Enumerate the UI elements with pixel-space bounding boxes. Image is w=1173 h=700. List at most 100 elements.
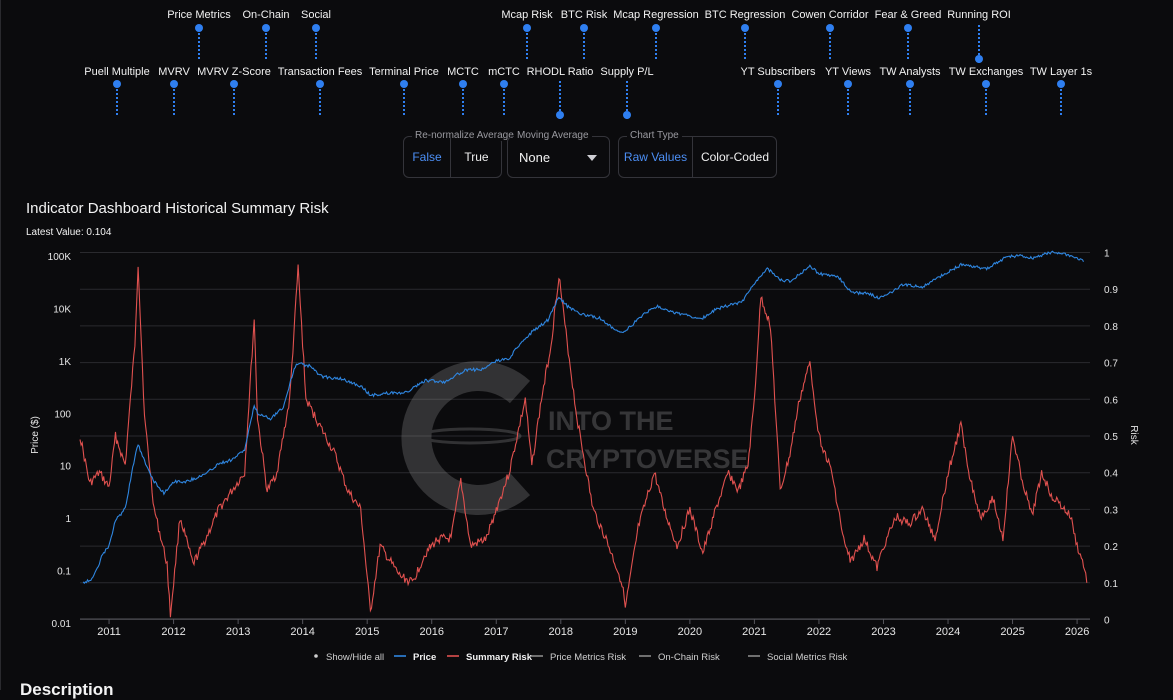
x-tick-label: 2021 bbox=[742, 626, 766, 638]
renormalize-false-option[interactable]: False bbox=[412, 150, 442, 164]
indicator-fear-greed-label[interactable]: Fear & Greed bbox=[874, 9, 942, 21]
indicator-yt-subscribers-slider-handle[interactable] bbox=[774, 80, 782, 88]
renormalize-true-option[interactable]: True bbox=[464, 150, 489, 164]
chart-type-control: Chart Type Raw Values Color-Coded bbox=[618, 130, 777, 178]
indicator-transaction-fees-slider-handle[interactable] bbox=[316, 80, 324, 88]
y-right-tick-label: 0.1 bbox=[1104, 579, 1118, 590]
indicator-on-chain-label[interactable]: On-Chain bbox=[242, 9, 290, 21]
indicator-social-slider-track[interactable] bbox=[315, 25, 317, 59]
indicator-transaction-fees-label[interactable]: Transaction Fees bbox=[277, 66, 363, 78]
indicator-tw-analysts-label[interactable]: TW Analysts bbox=[879, 66, 941, 78]
indicator-btc-regression-label[interactable]: BTC Regression bbox=[704, 9, 786, 21]
indicator-btc-regression-slider-track[interactable] bbox=[744, 25, 746, 59]
indicator-mctc-label[interactable]: mCTC bbox=[488, 66, 520, 78]
indicator-btc-risk-slider-track[interactable] bbox=[583, 25, 585, 59]
moving-average-select[interactable]: Moving Average None bbox=[507, 130, 610, 178]
indicator-mvrv-label[interactable]: MVRV bbox=[158, 66, 190, 78]
indicator-mvrv-slider-handle[interactable] bbox=[170, 80, 178, 88]
legend-item-show-hide-all[interactable]: Show/Hide all bbox=[326, 652, 384, 663]
indicator-puell-multiple-slider-handle[interactable] bbox=[113, 80, 121, 88]
indicator-social-label[interactable]: Social bbox=[301, 9, 331, 21]
indicator-supply-p-l-label[interactable]: Supply P/L bbox=[600, 66, 654, 78]
indicator-running-roi-slider-track[interactable] bbox=[978, 25, 980, 63]
y-left-tick-label: 100K bbox=[48, 252, 72, 263]
indicator-mctc-slider-track[interactable] bbox=[503, 81, 505, 115]
raw-values-option[interactable]: Raw Values bbox=[623, 150, 688, 164]
indicator-tw-exchanges-label[interactable]: TW Exchanges bbox=[948, 66, 1024, 78]
indicator-mctc-slider-handle[interactable] bbox=[459, 80, 467, 88]
indicator-puell-multiple-label[interactable]: Puell Multiple bbox=[84, 66, 150, 78]
indicator-mctc-label[interactable]: MCTC bbox=[447, 66, 479, 78]
indicator-yt-views-slider-track[interactable] bbox=[847, 81, 849, 115]
color-coded-option[interactable]: Color-Coded bbox=[700, 150, 770, 164]
indicator-rhodl-ratio-slider-handle[interactable] bbox=[556, 111, 564, 119]
indicator-btc-risk-slider-handle[interactable] bbox=[580, 24, 588, 32]
indicator-price-metrics-slider-track[interactable] bbox=[198, 25, 200, 59]
legend-item-social-metrics-risk[interactable]: Social Metrics Risk bbox=[767, 652, 847, 663]
risk-chart: INTO THECRYPTOVERSE0.010.11101001K10K100… bbox=[30, 249, 1139, 664]
indicator-mvrv-z-score-label[interactable]: MVRV Z-Score bbox=[197, 66, 271, 78]
chart-type-label: Chart Type bbox=[627, 130, 682, 141]
indicator-mcap-risk-slider-track[interactable] bbox=[526, 25, 528, 59]
indicator-yt-subscribers-label[interactable]: YT Subscribers bbox=[740, 66, 816, 78]
indicator-mcap-risk-label[interactable]: Mcap Risk bbox=[501, 9, 553, 21]
indicator-mvrv-z-score-slider-handle[interactable] bbox=[230, 80, 238, 88]
indicator-yt-views-label[interactable]: YT Views bbox=[824, 66, 872, 78]
indicator-tw-layer-1s-label[interactable]: TW Layer 1s bbox=[1029, 66, 1093, 78]
indicator-btc-risk-label[interactable]: BTC Risk bbox=[560, 9, 608, 21]
legend-item-price[interactable]: Price bbox=[413, 652, 436, 663]
indicator-yt-subscribers-slider-track[interactable] bbox=[777, 81, 779, 115]
indicator-mcap-regression-slider-handle[interactable] bbox=[652, 24, 660, 32]
watermark-logo: INTO THE CRYPTOVERSE bbox=[401, 361, 749, 515]
y-right-axis-title: Risk bbox=[1128, 425, 1139, 445]
indicator-rhodl-ratio-slider-track[interactable] bbox=[559, 81, 561, 119]
indicator-tw-exchanges-slider-track[interactable] bbox=[985, 81, 987, 115]
indicator-puell-multiple-slider-track[interactable] bbox=[116, 81, 118, 115]
y-left-tick-label: 10 bbox=[60, 462, 72, 473]
indicator-mcap-regression-label[interactable]: Mcap Regression bbox=[613, 9, 699, 21]
indicator-btc-regression-slider-handle[interactable] bbox=[741, 24, 749, 32]
indicator-terminal-price-label[interactable]: Terminal Price bbox=[369, 66, 439, 78]
indicator-rhodl-ratio-label[interactable]: RHODL Ratio bbox=[526, 66, 594, 78]
indicator-supply-p-l-slider-track[interactable] bbox=[626, 81, 628, 119]
indicator-transaction-fees-slider-track[interactable] bbox=[319, 81, 321, 115]
indicator-cowen-corridor-slider-track[interactable] bbox=[829, 25, 831, 59]
moving-average-value: None bbox=[519, 150, 551, 165]
indicator-mcap-risk-slider-handle[interactable] bbox=[523, 24, 531, 32]
indicator-yt-views-slider-handle[interactable] bbox=[844, 80, 852, 88]
legend-item-price-metrics-risk[interactable]: Price Metrics Risk bbox=[550, 652, 626, 663]
indicator-mvrv-slider-track[interactable] bbox=[173, 81, 175, 115]
indicator-mcap-regression-slider-track[interactable] bbox=[655, 25, 657, 59]
indicator-tw-analysts-slider-track[interactable] bbox=[909, 81, 911, 115]
indicator-supply-p-l-slider-handle[interactable] bbox=[623, 111, 631, 119]
indicator-tw-analysts-slider-handle[interactable] bbox=[906, 80, 914, 88]
watermark-line1: INTO THE bbox=[548, 406, 674, 436]
indicator-tw-layer-1s-slider-handle[interactable] bbox=[1057, 80, 1065, 88]
x-tick-label: 2026 bbox=[1065, 626, 1089, 638]
indicator-price-metrics-slider-handle[interactable] bbox=[195, 24, 203, 32]
indicator-price-metrics-label[interactable]: Price Metrics bbox=[167, 9, 231, 21]
indicator-tw-exchanges-slider-handle[interactable] bbox=[982, 80, 990, 88]
x-tick-label: 2024 bbox=[936, 626, 960, 638]
indicator-cowen-corridor-slider-handle[interactable] bbox=[826, 24, 834, 32]
indicator-tw-layer-1s-slider-track[interactable] bbox=[1060, 81, 1062, 115]
indicator-social-slider-handle[interactable] bbox=[312, 24, 320, 32]
indicator-terminal-price-slider-handle[interactable] bbox=[400, 80, 408, 88]
indicator-mctc-slider-handle[interactable] bbox=[500, 80, 508, 88]
indicator-terminal-price-slider-track[interactable] bbox=[403, 81, 405, 115]
indicator-running-roi-slider-handle[interactable] bbox=[975, 55, 983, 63]
indicator-cowen-corridor-label[interactable]: Cowen Corridor bbox=[791, 9, 869, 21]
indicator-on-chain-slider-handle[interactable] bbox=[262, 24, 270, 32]
indicator-fear-greed-slider-handle[interactable] bbox=[904, 24, 912, 32]
x-tick-label: 2018 bbox=[549, 626, 573, 638]
legend-item-summary-risk[interactable]: Summary Risk bbox=[466, 652, 533, 663]
x-tick-label: 2015 bbox=[355, 626, 379, 638]
indicator-running-roi-label[interactable]: Running ROI bbox=[947, 9, 1011, 21]
indicator-mvrv-z-score-slider-track[interactable] bbox=[233, 81, 235, 115]
renormalize-control: Re-normalize Average False True bbox=[403, 130, 517, 178]
indicator-fear-greed-slider-track[interactable] bbox=[907, 25, 909, 59]
indicator-mctc-slider-track[interactable] bbox=[462, 81, 464, 115]
y-left-tick-label: 0.1 bbox=[57, 567, 71, 578]
indicator-on-chain-slider-track[interactable] bbox=[265, 25, 267, 59]
legend-item-on-chain-risk[interactable]: On-Chain Risk bbox=[658, 652, 720, 663]
